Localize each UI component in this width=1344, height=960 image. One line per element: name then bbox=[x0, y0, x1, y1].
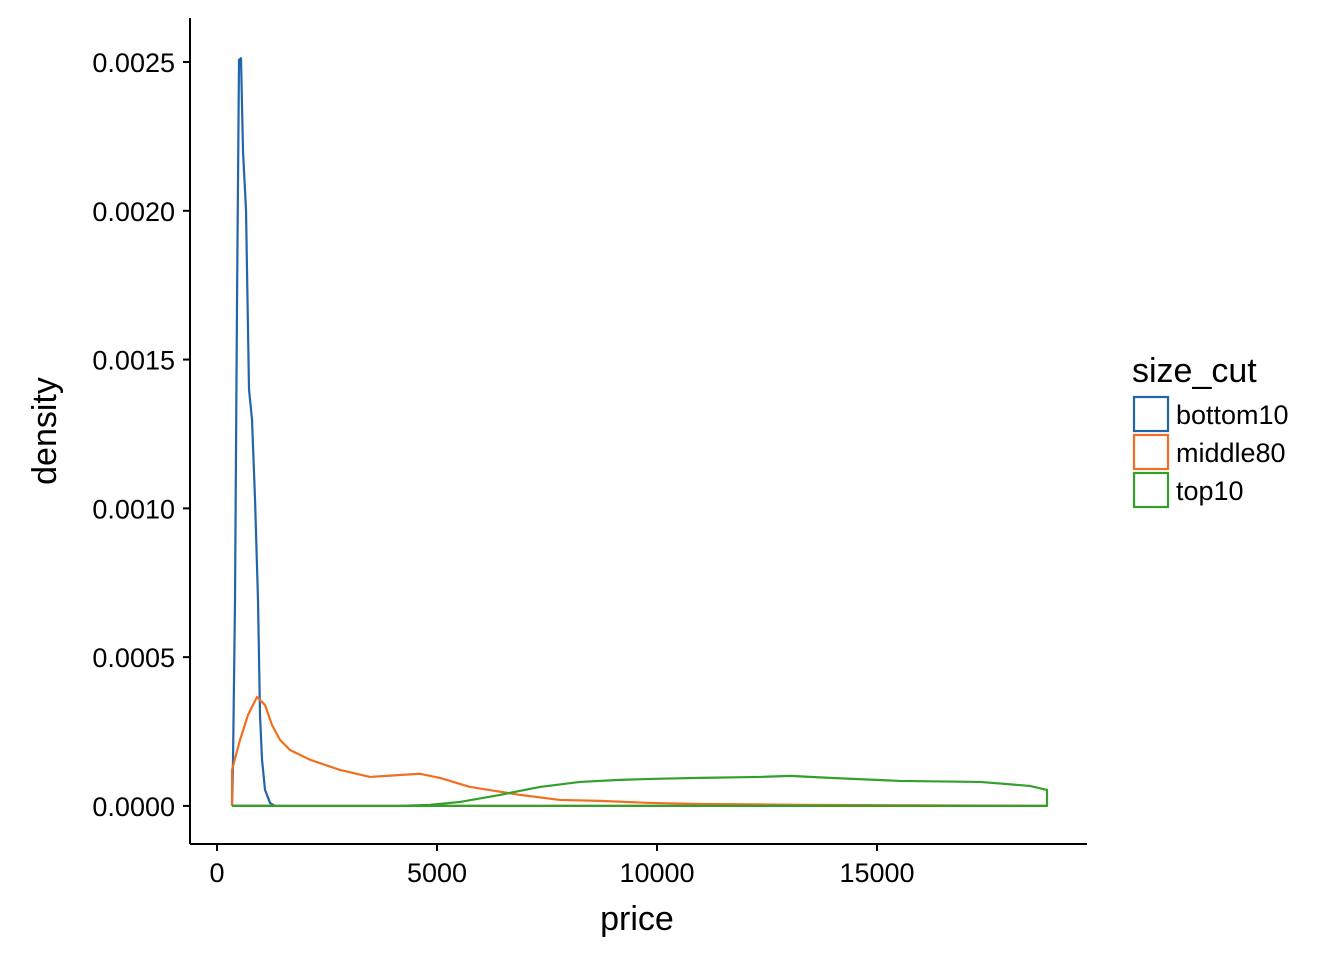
x-tick-label: 15000 bbox=[839, 858, 914, 888]
legend-key bbox=[1132, 471, 1170, 509]
legend-title: size_cut bbox=[1132, 352, 1257, 390]
density-line bbox=[230, 57, 277, 808]
x-tick-label: 5000 bbox=[407, 858, 467, 888]
y-tick-label: 0.0010 bbox=[92, 494, 175, 524]
y-tick-label: 0.0000 bbox=[92, 792, 175, 822]
y-tick-label: 0.0025 bbox=[92, 48, 175, 78]
density-line bbox=[232, 774, 1049, 808]
legend-label: middle80 bbox=[1176, 438, 1286, 468]
legend-label: bottom10 bbox=[1176, 400, 1289, 430]
x-tick-label: 0 bbox=[209, 858, 224, 888]
x-tick-label: 10000 bbox=[619, 858, 694, 888]
legend-key bbox=[1132, 433, 1170, 471]
legend-label: top10 bbox=[1176, 476, 1244, 506]
x-axis-label: price bbox=[600, 900, 674, 938]
density-line bbox=[230, 695, 1049, 808]
y-axis-label: density bbox=[26, 377, 64, 485]
y-tick-label: 0.0005 bbox=[92, 643, 175, 673]
y-tick-label: 0.0015 bbox=[92, 346, 175, 376]
legend-key bbox=[1132, 395, 1170, 433]
y-tick-label: 0.0020 bbox=[92, 197, 175, 227]
